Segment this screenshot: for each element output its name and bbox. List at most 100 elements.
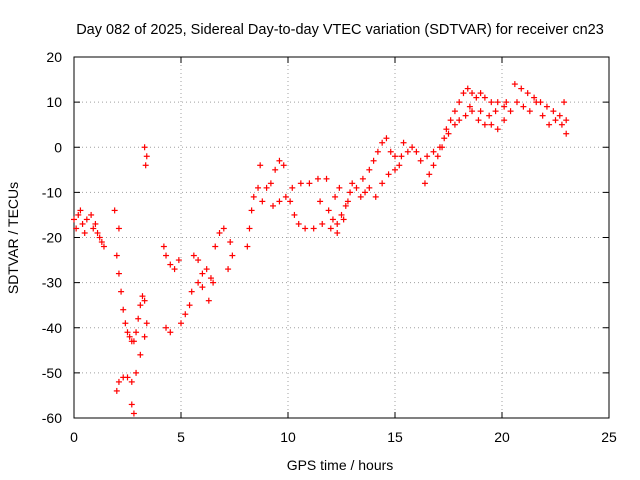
data-point [276,198,283,205]
data-point [163,252,170,259]
x-tick-label: 5 [177,429,185,445]
data-point [469,90,476,97]
data-point [124,329,131,336]
data-point [178,320,184,327]
data-point [73,225,80,232]
data-point [366,184,373,191]
data-point [451,108,458,115]
data-point [524,90,531,97]
data-point [280,162,287,169]
data-point [122,320,129,327]
data-point [546,121,553,128]
data-point [513,99,520,106]
data-point [370,157,377,164]
data-point [481,121,488,128]
x-tick-label: 15 [387,429,403,445]
data-point [126,333,133,340]
data-point [287,198,294,205]
data-point [210,279,217,286]
data-point [434,153,441,160]
x-axis-label: GPS time / hours [287,457,394,473]
data-point [118,288,125,295]
data-point [507,108,514,115]
data-point [445,130,452,137]
data-point [561,99,568,106]
data-point [248,207,255,214]
data-point [257,162,264,169]
data-point [207,275,214,282]
data-point [332,193,339,200]
data-point [456,99,463,106]
data-point [190,252,197,259]
data-point [404,148,411,155]
y-tick-label: 20 [46,49,62,65]
data-point [552,117,559,124]
data-point [244,243,251,250]
data-point [464,85,471,92]
data-point [113,252,120,259]
data-point [135,315,142,322]
data-point [272,166,279,173]
data-point [357,193,364,200]
data-point [511,81,518,88]
data-point [229,252,236,259]
data-point [430,162,437,169]
data-point [460,90,467,97]
data-point [501,117,508,124]
y-tick-label: 0 [54,139,62,155]
data-point [494,126,501,133]
data-point [398,153,405,160]
data-point [400,139,407,146]
data-point [456,117,463,124]
x-tick-label: 20 [494,429,510,445]
data-point [137,302,144,309]
data-point [379,180,386,187]
data-points [71,81,570,417]
data-point [295,220,302,227]
data-point [171,266,178,273]
y-tick-label: -20 [42,230,62,246]
data-point [563,117,570,124]
data-point [92,220,99,227]
data-point [225,266,232,273]
data-point [267,180,274,187]
data-point [141,144,148,151]
x-tick-label: 10 [280,429,296,445]
data-point [220,225,227,232]
data-point [494,99,501,106]
data-point [141,333,148,340]
data-point [396,162,403,169]
data-point [462,112,469,119]
data-point [366,166,373,173]
data-point [492,108,499,115]
data-point [143,153,150,160]
data-point [531,94,538,101]
data-point [392,166,398,173]
data-point [142,162,149,169]
data-point [297,180,304,187]
data-point [488,99,495,106]
data-point [255,184,262,191]
y-tick-label: -30 [42,275,62,291]
data-point [526,108,533,115]
data-point [199,270,206,277]
data-point [302,225,309,232]
data-point [466,103,473,110]
data-point [329,216,336,223]
data-point [518,85,525,92]
data-point [250,193,257,200]
data-point [259,198,266,205]
data-point [353,184,360,191]
y-tick-label: -60 [42,410,62,426]
data-point [344,198,351,205]
data-point [558,121,565,128]
data-point [216,229,223,236]
data-point [94,229,101,236]
data-point [475,117,482,124]
data-point [443,126,450,133]
data-point [282,193,289,200]
data-point [128,378,135,385]
data-point [205,297,212,304]
chart-title: Day 082 of 2025, Sidereal Day-to-day VTE… [76,22,604,38]
